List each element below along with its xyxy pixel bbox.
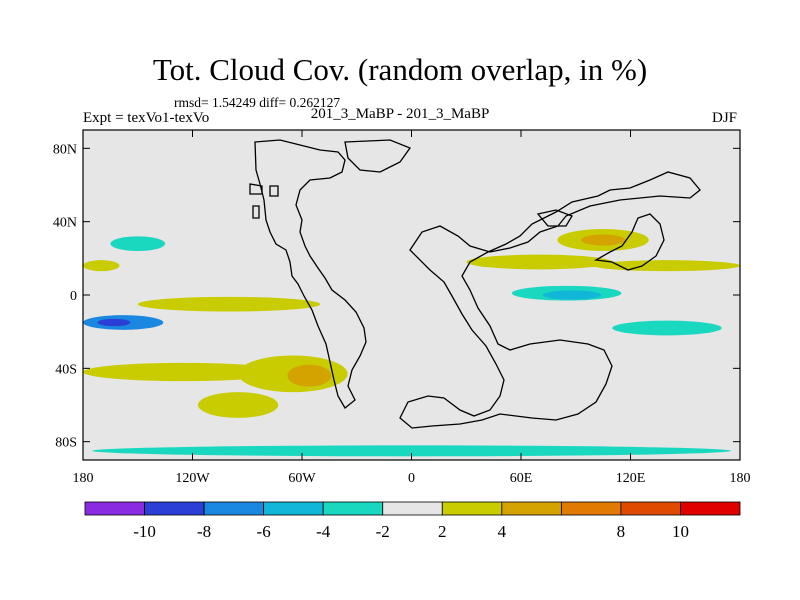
anomaly-region — [92, 445, 731, 457]
latitude-ticks: 80N 40N 0 40S 80S — [53, 142, 740, 451]
x-tick-label: 120W — [175, 471, 210, 486]
colorbar-label: 2 — [438, 522, 447, 541]
anomaly-region — [83, 362, 284, 382]
x-tick-label: 0 — [408, 471, 415, 486]
colorbar-segment — [501, 501, 562, 516]
colorbar-segment — [263, 501, 324, 516]
anomaly-region — [581, 234, 626, 246]
map-title: Tot. Cloud Cov. (random overlap, in %) — [152, 52, 648, 87]
colorbar-segment — [382, 501, 443, 516]
asia-east-coastline — [593, 213, 665, 271]
anomaly-region — [137, 296, 321, 312]
colorbar-segment — [441, 501, 503, 516]
anomaly-region — [542, 290, 602, 300]
colorbar-label: -8 — [197, 522, 211, 541]
x-tick-label: 180 — [73, 471, 94, 486]
x-tick-label: 60E — [510, 471, 533, 486]
colorbar: -10 -8 -6 -4 -2 2 4 8 10 — [84, 501, 741, 541]
colorbar-label: -10 — [133, 522, 156, 541]
arctic-island-coastline — [536, 209, 573, 227]
x-tick-label: 180 — [730, 471, 751, 486]
small-island-2 — [252, 205, 260, 219]
y-tick-label: 80N — [53, 142, 77, 157]
colorbar-label: 8 — [617, 522, 626, 541]
anomaly-region — [110, 236, 166, 252]
small-island-1 — [249, 183, 263, 195]
x-tick-label: 60W — [288, 471, 316, 486]
colorbar-segment — [620, 501, 681, 516]
colorbar-label: -2 — [376, 522, 390, 541]
colorbar-label: -6 — [257, 522, 271, 541]
colorbar-label: 4 — [498, 522, 507, 541]
y-tick-label: 0 — [70, 289, 77, 304]
stats-text: rmsd= 1.54249 diff= 0.262127 — [174, 95, 341, 110]
greenland-coastline — [344, 139, 412, 173]
coastlines — [249, 139, 701, 429]
y-tick-label: 40S — [55, 362, 77, 377]
colorbar-segment — [144, 501, 205, 516]
colorbar-segment — [322, 501, 384, 516]
anomaly-region — [197, 392, 279, 418]
anomaly-region — [612, 320, 722, 336]
anomaly-region — [97, 318, 131, 327]
colorbar-label: -4 — [316, 522, 331, 541]
longitude-ticks: 180 120W 60W 0 60E 120E 180 — [73, 130, 751, 486]
colorbar-segment — [560, 501, 622, 516]
season-label: DJF — [712, 110, 738, 126]
americas-coastline — [254, 139, 367, 409]
anomaly-region — [466, 254, 613, 270]
experiment-label: Expt = texVo1-texVo — [83, 110, 210, 126]
map-background — [83, 130, 740, 460]
colorbar-segment — [680, 501, 741, 516]
anomaly-region — [594, 260, 740, 272]
x-tick-label: 120E — [616, 471, 646, 486]
colorbar-label: 10 — [672, 522, 689, 541]
colorbar-segment — [84, 501, 145, 516]
eurasia-africa-coastline — [399, 171, 701, 429]
y-tick-label: 40N — [53, 216, 77, 231]
small-island-3 — [269, 185, 279, 197]
colorbar-segment — [203, 501, 265, 516]
anomaly-region — [287, 364, 332, 387]
anomaly-region — [83, 260, 120, 272]
anomaly-layer — [83, 229, 740, 457]
runs-label: 201_3_MaBP - 201_3_MaBP — [310, 106, 490, 122]
y-tick-label: 80S — [55, 436, 77, 451]
